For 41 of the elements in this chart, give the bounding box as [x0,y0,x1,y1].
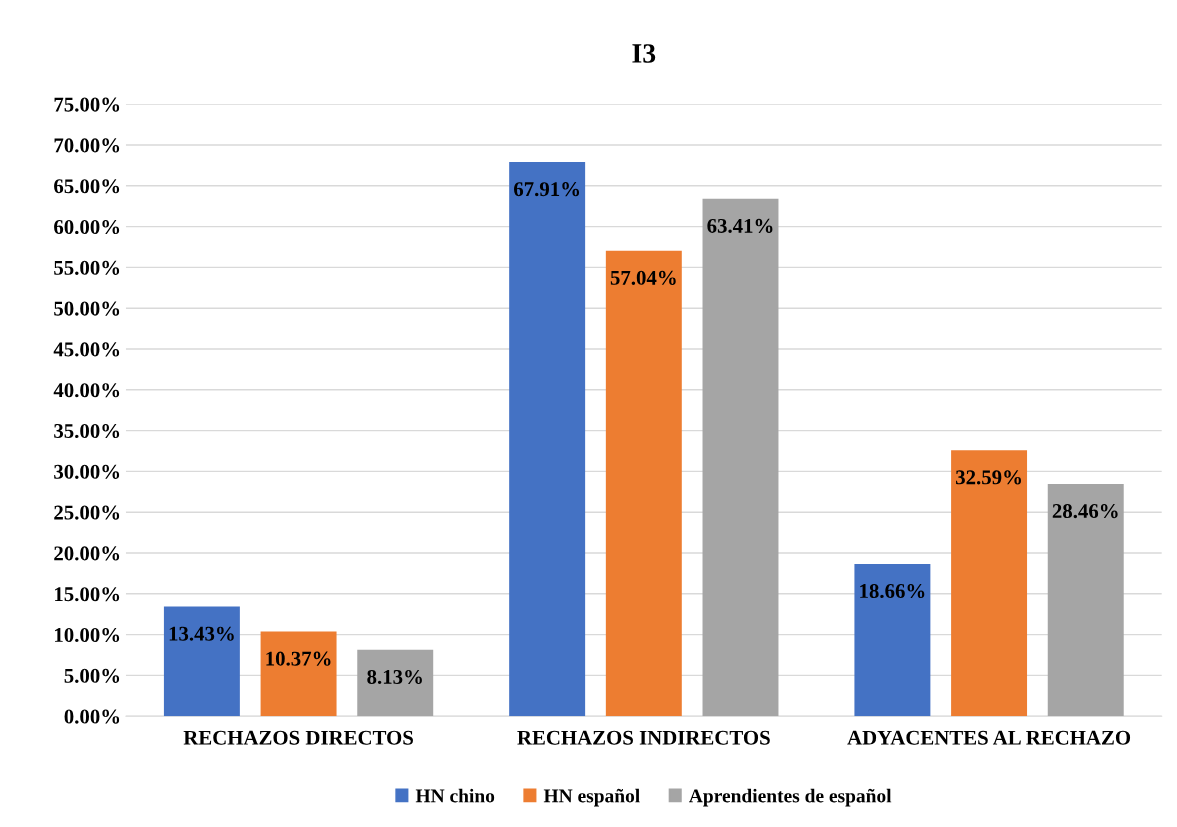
bar [605,250,682,717]
y-tick-label: 70.00% [54,138,120,153]
bar [951,450,1028,717]
bar [1047,483,1124,717]
data-label: 67.91% [514,182,580,197]
bar [357,649,434,717]
data-label: 32.59% [956,470,1021,485]
y-tick-label: 45.00% [53,342,120,357]
x-tick-label: RECHAZOS DIRECTOS [183,730,413,745]
y-tick-label: 15.00% [55,587,120,602]
data-label: 10.37% [266,651,331,666]
bar [260,631,337,717]
y-tick-label: 0.00% [64,709,120,724]
bar [702,198,779,717]
y-tick-label: 25.00% [54,505,120,520]
y-tick-label: 50.00% [54,301,120,316]
data-label: 57.04% [610,270,676,285]
y-tick-label: 40.00% [53,383,120,398]
y-tick-label: 30.00% [54,464,120,479]
bar [163,606,240,717]
x-tick-label: ADYACENTES AL RECHAZO [847,730,1131,745]
y-tick-label: 10.00% [55,627,120,643]
chart-title: I3 [632,44,656,63]
y-tick-label: 55.00% [54,260,120,275]
y-tick-label: 5.00% [64,668,120,683]
y-tick-label: 65.00% [54,179,120,194]
y-tick-label: 60.00% [54,219,120,235]
data-label: 28.46% [1052,504,1118,519]
bar [854,563,931,717]
legend-label: HN español [543,788,640,807]
legend-label: Aprendientes de español [689,788,892,807]
y-tick-label: 35.00% [54,423,120,439]
data-label: 8.13% [367,669,422,685]
data-label: 13.43% [169,626,234,641]
data-label: 63.41% [707,218,773,233]
y-tick-label: 20.00% [54,546,120,561]
legend-label: HN chino [415,788,495,803]
bar [509,162,586,717]
x-tick-label: RECHAZOS INDIRECTOS [517,730,770,745]
y-tick-label: 75.00% [54,97,120,112]
data-label: 18.66% [860,583,925,599]
